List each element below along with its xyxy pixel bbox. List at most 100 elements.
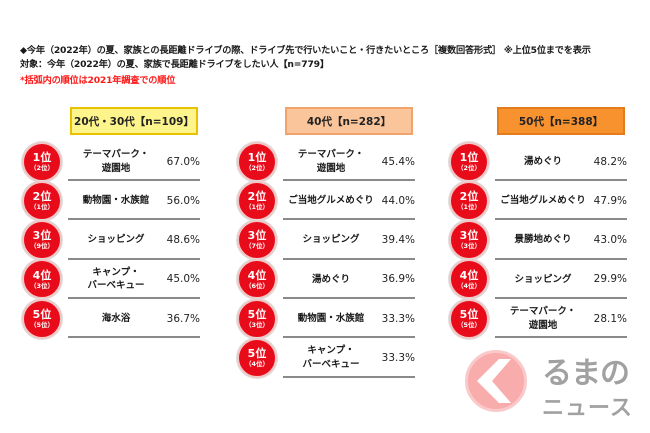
activity-name: ショッピング: [87, 234, 145, 246]
ranking-row: 4位 （4位） ショッピング 29.9%: [427, 259, 650, 300]
previous-rank-label: （1位）: [244, 203, 270, 212]
row-divider: [283, 336, 415, 339]
activity-name: テーマパーク・ 遊園地: [82, 148, 150, 174]
rank-label: 2位: [459, 190, 479, 204]
percentage-value: 33.3%: [381, 312, 415, 325]
age-group-header: 40代【n=282】: [285, 107, 413, 135]
row-divider: [68, 336, 200, 339]
rank-badge: 3位 （9位）: [22, 220, 62, 261]
rank-label: 1位: [247, 150, 267, 164]
ranking-row: 3位 （3位） 景勝地めぐり 43.0%: [427, 220, 650, 261]
rank-badge: 5位 （5位）: [22, 298, 62, 339]
row-divider: [495, 336, 627, 339]
row-divider: [68, 257, 200, 260]
percentage-value: 44.0%: [381, 194, 415, 207]
row-divider: [68, 179, 200, 181]
row-divider: [495, 179, 627, 181]
rank-label: 5位: [247, 307, 267, 321]
rank-badge: 5位 （3位）: [237, 298, 277, 339]
survey-target: 対象：今年（2022年）の夏、家族で長距離ドライブをしたい人【n=779】: [20, 59, 329, 70]
ranking-row: 2位 （1位） 動物園・水族館 56.0%: [0, 180, 230, 221]
previous-rank-label: （7位）: [244, 242, 270, 251]
percentage-value: 43.0%: [593, 234, 627, 247]
ranking-row: 3位 （9位） ショッピング 48.6%: [0, 220, 230, 261]
row-divider: [68, 218, 200, 221]
rank-label: 1位: [459, 150, 479, 164]
rank-label: 5位: [459, 307, 479, 321]
rank-badge: 3位 （3位）: [449, 220, 489, 261]
percentage-value: 45.4%: [381, 155, 415, 168]
percentage-value: 48.6%: [166, 234, 200, 247]
rank-badge: 5位 （4位）: [237, 338, 277, 378]
activity-name: 動物園・水族館: [82, 194, 150, 206]
age-group-header: 50代【n=388】: [497, 107, 625, 135]
activity-name: 湯めぐり: [523, 155, 562, 167]
ranking-row: 1位 （2位） 湯めぐり 48.2%: [427, 141, 650, 182]
activity-name: キャンプ・ バーベキュー: [87, 266, 145, 292]
age-group-column: 40代【n=282】 1位 （2位） テーマパーク・ 遊園地 45.4% 2位 （1位） ご当…: [215, 107, 445, 397]
rank-label: 5位: [32, 307, 52, 321]
rank-label: 1位: [32, 150, 52, 164]
ranking-row: 2位 （1位） ご当地グルメめぐり 47.9%: [427, 180, 650, 221]
chevron-left-icon: [477, 359, 511, 403]
rank-label: 5位: [247, 347, 267, 361]
ranking-row: 3位 （7位） ショッピング 39.4%: [215, 220, 445, 261]
percentage-value: 39.4%: [381, 234, 415, 247]
rank-label: 3位: [459, 229, 479, 243]
activity-name: 動物園・水族館: [297, 312, 365, 324]
activity-name: ご当地グルメめぐり: [500, 194, 586, 206]
row-divider: [283, 218, 415, 221]
previous-rank-label: （2位）: [456, 163, 482, 172]
rank-badge: 1位 （2位）: [22, 141, 62, 182]
rank-badge: 1位 （2位）: [449, 141, 489, 182]
activity-name: ご当地グルメめぐり: [288, 194, 374, 206]
activity-name: 海水浴: [101, 312, 131, 324]
percentage-value: 36.9%: [381, 273, 415, 286]
rank-label: 4位: [32, 268, 52, 282]
ranking-row: 2位 （1位） ご当地グルメめぐり 44.0%: [215, 180, 445, 221]
previous-rank-label: （3位）: [244, 320, 270, 329]
activity-name: ショッピング: [514, 273, 572, 285]
row-divider: [68, 296, 200, 299]
rank-label: 3位: [247, 229, 267, 243]
row-divider: [495, 296, 627, 299]
percentage-value: 33.3%: [381, 352, 415, 364]
percentage-value: 28.1%: [593, 312, 627, 325]
previous-rank-label: （4位）: [456, 281, 482, 290]
row-divider: [283, 257, 415, 260]
row-divider: [495, 257, 627, 260]
rank-badge: 5位 （5位）: [449, 298, 489, 339]
previous-rank-label: （5位）: [29, 320, 55, 329]
ranking-row: 5位 （5位） テーマパーク・ 遊園地 28.1%: [427, 298, 650, 339]
rank-badge: 2位 （1位）: [22, 180, 62, 221]
rank-badge: 3位 （7位）: [237, 220, 277, 261]
percentage-value: 67.0%: [166, 155, 200, 168]
ranking-row: 4位 （6位） 湯めぐり 36.9%: [215, 259, 445, 300]
logo-text-line1: るまの: [542, 356, 630, 391]
activity-name: テーマパーク・ 遊園地: [297, 148, 365, 174]
row-divider: [495, 218, 627, 221]
previous-rank-label: （4位）: [244, 360, 270, 369]
previous-rank-label: （9位）: [29, 242, 55, 251]
rank-badge: 2位 （1位）: [449, 180, 489, 221]
rank-label: 3位: [32, 229, 52, 243]
percentage-value: 56.0%: [166, 194, 200, 207]
rank-badge: 4位 （6位）: [237, 259, 277, 300]
previous-rank-label: （2位）: [29, 163, 55, 172]
activity-name: キャンプ・ バーベキュー: [302, 345, 360, 370]
percentage-value: 47.9%: [593, 194, 627, 207]
activity-name: ショッピング: [302, 234, 360, 246]
previous-rank-label: （3位）: [456, 242, 482, 251]
rank-badge: 4位 （3位）: [22, 259, 62, 300]
previous-rank-label: （2位）: [244, 163, 270, 172]
row-divider: [283, 179, 415, 181]
survey-question: ◆今年（2022年）の夏、家族との長距離ドライブの際、ドライブ先で行いたいこと・…: [20, 45, 591, 56]
rank-badge: 4位 （4位）: [449, 259, 489, 300]
ranking-row: 1位 （2位） テーマパーク・ 遊園地 45.4%: [215, 141, 445, 182]
activity-name: テーマパーク・ 遊園地: [509, 305, 577, 331]
rank-label: 4位: [459, 268, 479, 282]
rank-label: 4位: [247, 268, 267, 282]
percentage-value: 29.9%: [593, 273, 627, 286]
previous-rank-label: （5位）: [456, 320, 482, 329]
rank-label: 2位: [32, 190, 52, 204]
